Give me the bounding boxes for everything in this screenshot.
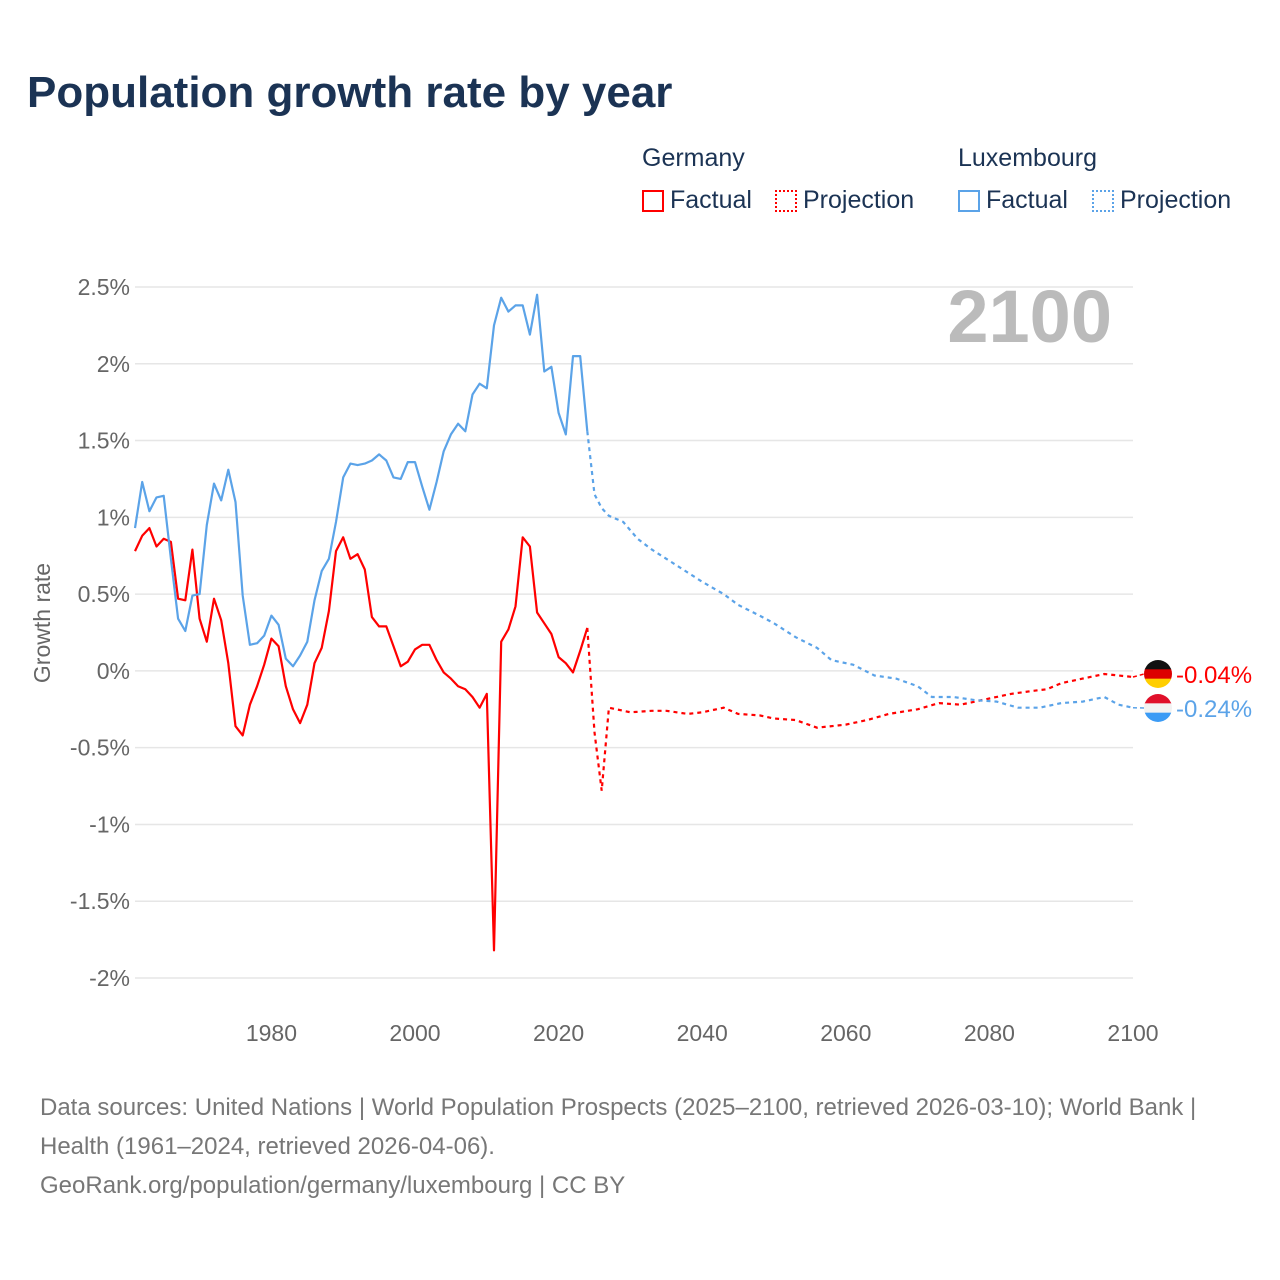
- germany-projection-line: [586, 627, 1134, 791]
- legend-swatch-solid: [958, 189, 980, 212]
- y-tick-label: 1%: [97, 504, 130, 530]
- legend-label: Factual: [670, 186, 752, 214]
- luxembourg-end-value-label: -0.24%: [1176, 696, 1252, 723]
- y-tick-label: 2%: [97, 351, 130, 377]
- legend-label: Factual: [986, 186, 1068, 214]
- legend-luxembourg-projection[interactable]: Projection: [1092, 186, 1231, 215]
- credit-link[interactable]: GeoRank.org/population/germany/luxembour…: [40, 1172, 626, 1199]
- legend-swatch-dotted: [1092, 189, 1114, 212]
- germany-end-value-label: -0.04%: [1176, 662, 1252, 689]
- legend-germany-factual[interactable]: Factual: [642, 186, 752, 215]
- y-axis-label: Growth rate: [29, 563, 55, 683]
- data-sources: Data sources: United Nations | World Pop…: [40, 1094, 1197, 1160]
- x-tick-label: 2000: [389, 1020, 440, 1046]
- x-tick-label: 2100: [1107, 1020, 1158, 1046]
- x-tick-label: 2020: [533, 1020, 584, 1046]
- y-tick-label: 0%: [97, 658, 130, 684]
- legend-swatch-dotted: [775, 189, 797, 212]
- legend-label: Projection: [803, 186, 915, 214]
- legend-group-luxembourg: Luxembourg: [958, 144, 1097, 172]
- y-tick-label: 1.5%: [78, 428, 130, 454]
- year-watermark: 2100: [947, 275, 1112, 358]
- germany-factual-line: [134, 526, 589, 952]
- germany-end-connector: [1132, 673, 1145, 678]
- y-tick-label: -1.5%: [70, 888, 130, 914]
- luxembourg-factual-line: [133, 293, 589, 668]
- x-tick-label: 2040: [677, 1020, 728, 1046]
- luxembourg-projection-line: [586, 431, 1134, 709]
- chart-title: Population growth rate by year: [27, 68, 673, 117]
- legend-label: Projection: [1120, 186, 1232, 214]
- x-tick-label: 1980: [246, 1020, 297, 1046]
- footer: Data sources: United Nations | World Pop…: [40, 1088, 1240, 1205]
- y-tick-label: 0.5%: [78, 581, 130, 607]
- x-tick-label: 2080: [964, 1020, 1015, 1046]
- y-tick-label: -0.5%: [70, 735, 130, 761]
- y-tick-label: -1%: [89, 811, 130, 837]
- germany-flag-icon: [1144, 660, 1172, 688]
- legend-germany-projection[interactable]: Projection: [775, 186, 914, 215]
- legend-luxembourg-factual[interactable]: Factual: [958, 186, 1068, 215]
- luxembourg-flag-icon: [1144, 694, 1172, 722]
- y-tick-label: 2.5%: [78, 274, 130, 300]
- x-tick-label: 2060: [820, 1020, 871, 1046]
- y-tick-label: -2%: [89, 965, 130, 991]
- legend-group-germany: Germany: [642, 144, 745, 172]
- legend-swatch-solid: [642, 189, 664, 212]
